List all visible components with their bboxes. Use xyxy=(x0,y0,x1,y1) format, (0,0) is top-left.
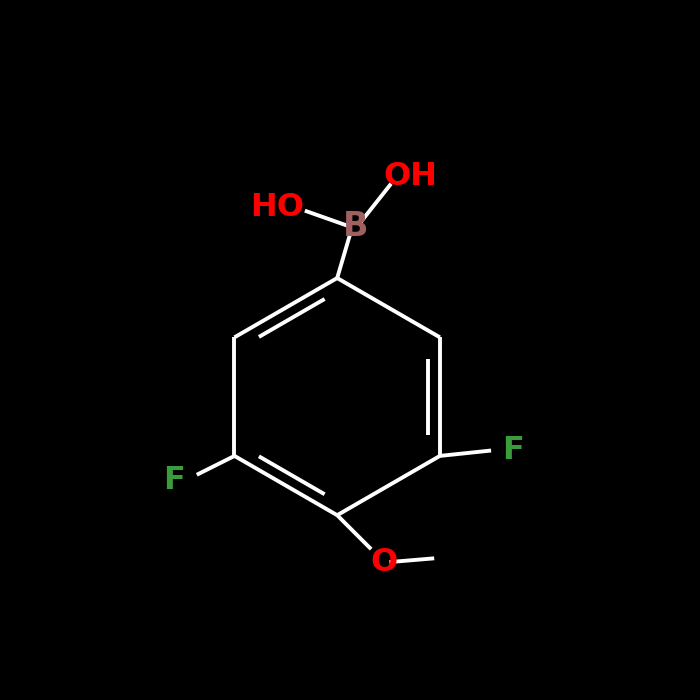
Text: F: F xyxy=(162,465,185,496)
Text: F: F xyxy=(502,435,524,466)
Text: B: B xyxy=(343,210,369,244)
Text: HO: HO xyxy=(250,193,304,223)
Text: O: O xyxy=(370,547,398,578)
Text: OH: OH xyxy=(383,161,437,192)
